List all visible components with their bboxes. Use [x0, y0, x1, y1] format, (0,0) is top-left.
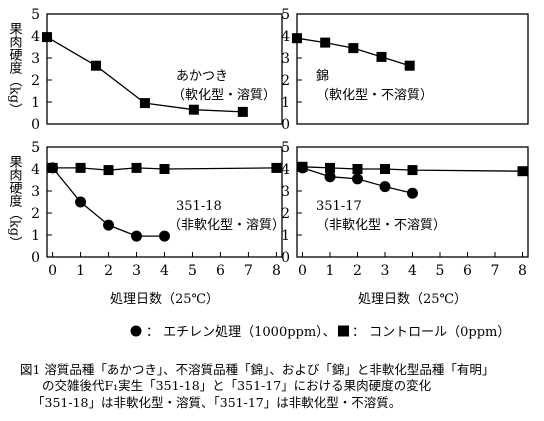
x-tick-label: 4 — [408, 263, 417, 279]
data-point-square — [139, 98, 150, 109]
data-point-square — [376, 51, 387, 62]
data-point-square — [188, 104, 199, 115]
data-point-square — [407, 165, 418, 176]
caption-line-2: の交雑後代F₁実生「351-18」と「351-17」における果肉硬度の変化 — [42, 378, 432, 393]
data-point-square — [352, 164, 363, 174]
data-point-square — [348, 43, 359, 54]
data-point-square — [103, 165, 114, 176]
x-axis-title: 処理日数（25℃） — [110, 292, 219, 307]
x-tick-label: 2 — [353, 263, 362, 279]
y-tick-label: 4 — [31, 162, 40, 178]
y-tick-label: 3 — [31, 51, 40, 67]
data-point-square — [320, 37, 331, 48]
plot-frame — [296, 13, 529, 125]
data-point-square — [75, 162, 86, 173]
data-point-square — [237, 106, 248, 117]
x-tick-label: 3 — [132, 263, 141, 279]
x-tick-label: 5 — [188, 263, 197, 279]
y-tick-label: 4 — [281, 162, 290, 178]
data-point-circle — [103, 219, 115, 231]
y-tick-label: 5 — [31, 7, 40, 23]
x-axis-title: 処理日数（25℃） — [358, 292, 467, 307]
y-tick-label: 5 — [281, 7, 290, 23]
y-tick-label: 2 — [31, 206, 40, 222]
y-tick-label: 3 — [281, 184, 290, 200]
x-tick-label: 7 — [491, 263, 500, 279]
data-point-circle — [47, 162, 59, 174]
x-tick-label: 4 — [160, 263, 169, 279]
y-tick-label: 1 — [281, 95, 290, 111]
x-tick-label: 5 — [436, 263, 445, 279]
data-point-circle — [131, 230, 143, 242]
y-tick-label: 3 — [281, 51, 290, 67]
x-tick-label: 2 — [104, 263, 113, 279]
x-tick-label: 6 — [463, 263, 472, 279]
caption-line-1: 図1 溶質品種「あかつき」、不溶質品種「錦」、および「錦」と非軟化型品種「有明」 — [20, 362, 495, 377]
y-tick-label: 5 — [281, 140, 290, 156]
panel-annotation: （軟化型・不溶質） — [316, 87, 433, 103]
legend-square-label: ： コントロール（0ppm） — [352, 325, 510, 340]
x-tick-label: 3 — [381, 263, 390, 279]
y-tick-label: 1 — [31, 95, 40, 111]
data-point-square — [131, 162, 142, 173]
data-point-square — [404, 60, 415, 71]
panel-annotation: （非軟化型・不溶質） — [316, 217, 446, 233]
x-tick-label: 6 — [216, 263, 225, 279]
data-point-square — [380, 164, 390, 174]
x-tick-label: 1 — [326, 263, 335, 279]
data-point-square — [159, 164, 170, 174]
panel-annotation: 錦 — [316, 68, 329, 84]
y-axis-title: 果肉硬度（kg） — [7, 155, 23, 249]
chart-panel-top-left: 0 1 2 3 4 5 果肉硬度（kg） あかつき （軟化型・溶質） — [7, 7, 283, 133]
x-tick-label: 8 — [272, 263, 281, 279]
legend: ： エチレン処理（1000ppm）、 ： コントロール（0ppm） — [130, 325, 510, 340]
y-tick-label: 0 — [281, 250, 290, 266]
panel-annotation: （非軟化型・溶質） — [168, 217, 285, 233]
x-tick-label: 0 — [48, 263, 57, 279]
data-point-square — [271, 162, 282, 173]
y-tick-label: 2 — [31, 73, 40, 89]
plot-frame — [46, 13, 283, 125]
y-tick-label: 1 — [31, 228, 40, 244]
x-tick-label: 1 — [76, 263, 85, 279]
data-point-circle — [297, 162, 308, 174]
data-point-square — [90, 60, 101, 71]
panel-annotation: （軟化型・溶質） — [172, 87, 276, 103]
y-tick-label: 0 — [281, 117, 290, 133]
x-tick-label: 7 — [244, 263, 253, 279]
y-axis-title: 果肉硬度（kg） — [7, 22, 23, 116]
data-point-square — [517, 166, 528, 177]
caption-line-3: 「351-18」は非軟化型・溶質、「351-17」は非軟化型・不溶質。 — [32, 395, 402, 410]
data-point-circle — [352, 173, 363, 185]
y-tick-label: 2 — [281, 206, 290, 222]
y-tick-label: 0 — [31, 117, 40, 133]
legend-circle-marker — [130, 325, 142, 337]
chart-panel-bottom-right: 0 1 2 3 4 5 0 1 2 3 4 5 6 7 8 処理日数（25℃） 351-17 （非軟化型・不溶質） — [281, 140, 529, 307]
legend-square-marker — [338, 325, 349, 337]
data-point-square — [292, 33, 302, 44]
data-point-circle — [159, 230, 170, 242]
y-tick-label: 4 — [281, 29, 290, 45]
x-tick-label: 8 — [518, 263, 527, 279]
legend-circle-label: ： エチレン処理（1000ppm）、 — [146, 325, 336, 340]
chart-panel-top-right: 0 1 2 3 4 5 錦 （軟化型・不溶質） — [281, 7, 529, 133]
y-tick-label: 0 — [31, 250, 40, 266]
panel-annotation: 351-18 — [176, 199, 222, 214]
x-tick-label: 0 — [298, 263, 307, 279]
data-point-circle — [75, 196, 87, 208]
data-point-square — [325, 162, 335, 173]
chart-panel-bottom-left: 0 1 2 3 4 5 0 1 2 3 4 5 6 7 8 処理日数（25℃） 果肉硬度（kg） 351-18 （非… — [7, 140, 286, 307]
y-tick-label: 3 — [31, 184, 40, 200]
data-point-circle — [324, 171, 336, 183]
panel-annotation: あかつき — [176, 69, 228, 84]
y-tick-label: 1 — [281, 228, 290, 244]
y-tick-label: 5 — [31, 140, 40, 156]
panel-annotation: 351-17 — [316, 199, 362, 214]
y-tick-label: 4 — [31, 29, 40, 45]
data-point-circle — [407, 187, 418, 199]
data-point-circle — [379, 181, 391, 193]
data-point-square — [42, 32, 52, 43]
y-tick-label: 2 — [281, 73, 290, 89]
